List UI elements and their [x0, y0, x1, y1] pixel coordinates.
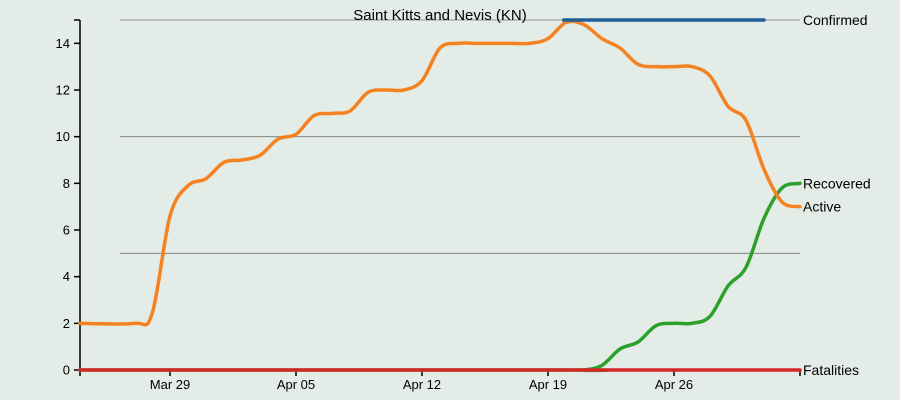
series-label-fatalities: Fatalities — [803, 362, 859, 378]
series-lines — [78, 18, 802, 373]
series-line-recovered — [78, 181, 802, 373]
series-label-recovered: Recovered — [803, 175, 871, 191]
y-tick-label: 14 — [56, 36, 70, 51]
series-label-active: Active — [803, 199, 841, 215]
series-label-confirmed: Confirmed — [803, 12, 868, 28]
x-tick-label: Apr 05 — [277, 377, 315, 392]
x-tick-label: Mar 29 — [150, 377, 190, 392]
series-end-labels: Confirmed Recovered Active Fatalities — [803, 12, 871, 378]
y-tick-label: 12 — [56, 83, 70, 98]
y-tick-label: 2 — [63, 316, 70, 331]
axes: 0 2 4 6 8 10 12 14 Mar 29 Apr 05 Apr 12 Apr 19 Apr 2… — [56, 19, 801, 392]
x-tick-label: Apr 12 — [403, 377, 441, 392]
chart-title: Saint Kitts and Nevis (KN) — [353, 7, 526, 24]
x-tick-label: Apr 19 — [529, 377, 567, 392]
series-line-active — [78, 19, 802, 327]
y-tick-label: 8 — [63, 176, 70, 191]
x-tick-label: Apr 26 — [655, 377, 693, 392]
y-tick-label: 0 — [63, 363, 70, 378]
y-tick-label: 4 — [63, 269, 70, 284]
y-tick-label: 6 — [63, 223, 70, 238]
grid-lines — [120, 19, 800, 254]
y-tick-label: 10 — [56, 129, 70, 144]
